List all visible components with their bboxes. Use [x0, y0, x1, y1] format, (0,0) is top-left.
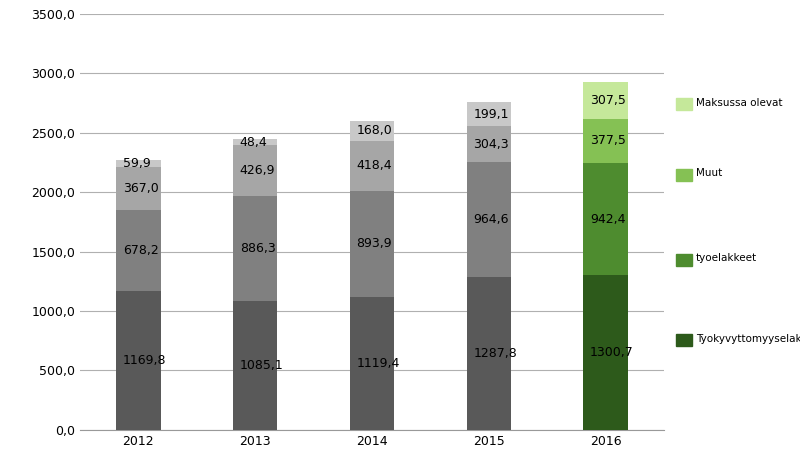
Bar [116, 291, 161, 430]
Text: 59,9: 59,9 [123, 157, 150, 169]
Text: Tyokyvyttomyyselakkeet: Tyokyvyttomyyselakkeet [696, 334, 800, 344]
Text: 942,4: 942,4 [590, 213, 626, 226]
Text: 304,3: 304,3 [474, 138, 509, 151]
Text: 1085,1: 1085,1 [240, 359, 283, 371]
Text: 48,4: 48,4 [240, 135, 267, 149]
Bar [466, 102, 511, 126]
Text: 377,5: 377,5 [590, 135, 626, 147]
Bar [583, 82, 628, 118]
Text: 199,1: 199,1 [474, 108, 509, 121]
Bar [466, 162, 511, 277]
Text: Muut: Muut [696, 169, 722, 178]
Bar [466, 277, 511, 430]
Bar [583, 275, 628, 430]
Bar [350, 141, 394, 191]
Bar [116, 167, 161, 210]
Text: 168,0: 168,0 [357, 125, 392, 137]
Text: Maksussa olevat: Maksussa olevat [696, 98, 782, 108]
Text: 893,9: 893,9 [357, 237, 392, 250]
Bar [350, 297, 394, 430]
Bar [466, 126, 511, 162]
Bar [233, 301, 278, 430]
Text: 418,4: 418,4 [357, 159, 392, 172]
Text: 678,2: 678,2 [123, 244, 158, 257]
Text: tyoelakkeet: tyoelakkeet [696, 253, 757, 263]
Text: 964,6: 964,6 [474, 213, 509, 226]
Text: 886,3: 886,3 [240, 242, 275, 255]
Bar [233, 139, 278, 145]
Bar [116, 160, 161, 167]
Text: 1300,7: 1300,7 [590, 346, 634, 359]
Bar [233, 145, 278, 195]
Text: 1287,8: 1287,8 [474, 346, 517, 360]
Bar [350, 191, 394, 297]
Bar [116, 210, 161, 291]
Bar [350, 121, 394, 141]
Text: 1119,4: 1119,4 [357, 357, 400, 370]
Bar [583, 118, 628, 163]
Text: 307,5: 307,5 [590, 94, 626, 107]
Text: 426,9: 426,9 [240, 164, 275, 177]
Text: 1169,8: 1169,8 [123, 354, 166, 367]
Text: 367,0: 367,0 [123, 182, 158, 195]
Bar [583, 163, 628, 275]
Bar [233, 195, 278, 301]
